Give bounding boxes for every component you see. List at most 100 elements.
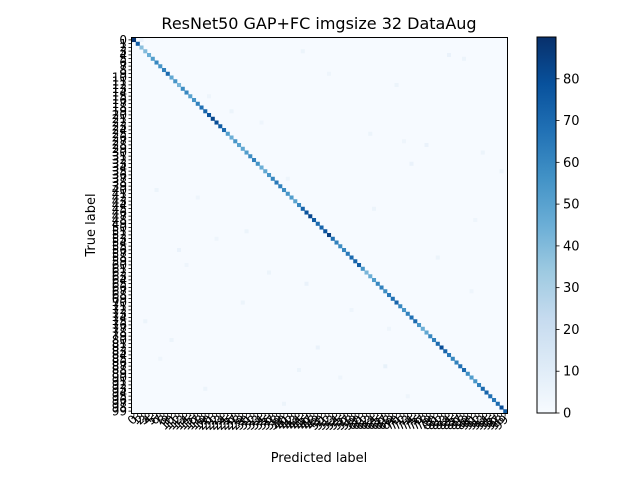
matrix-cell-diagonal [180,86,185,91]
y-tick-label: 79 [112,329,127,343]
matrix-cell-off-diagonal [143,319,148,324]
matrix-cell-diagonal [237,143,242,148]
matrix-cell-off-diagonal [387,326,392,331]
y-tick-label: 57 [112,247,127,261]
y-tick-label: 2 [119,41,127,55]
matrix-cell-diagonal [315,221,320,226]
y-tick-label: 5 [119,52,127,66]
matrix-cell-diagonal [252,158,257,163]
y-tick-label: 12 [112,78,127,92]
matrix-cell-off-diagonal [327,71,332,76]
y-tick-label: 88 [112,363,127,377]
matrix-cell-off-diagonal [424,143,429,148]
matrix-cell-off-diagonal [462,56,467,61]
y-tick-label: 25 [112,127,127,141]
matrix-cell-off-diagonal [195,195,200,200]
y-tick-label: 29 [112,142,127,156]
matrix-cell-diagonal [443,349,448,354]
y-tick-label: 93 [112,382,127,396]
matrix-cell-diagonal [420,326,425,331]
y-tick-label: 10 [112,71,127,85]
y-tick-label: 83 [112,344,127,358]
y-tick-label: 38 [112,176,127,190]
y-tick-label: 64 [112,273,127,287]
matrix-cell-diagonal [413,319,418,324]
matrix-cell-off-diagonal [409,161,414,166]
y-tick-label: 21 [112,112,127,126]
matrix-cell-diagonal [368,274,373,279]
matrix-cell-diagonal [143,49,148,54]
matrix-cell-diagonal [165,71,170,76]
matrix-cell-diagonal [503,409,508,414]
matrix-cell-diagonal [364,270,369,275]
y-tick-label: 3 [119,44,127,58]
matrix-cell-diagonal [248,154,253,159]
matrix-cell-off-diagonal [282,401,287,406]
matrix-cell-diagonal [390,296,395,301]
matrix-cell-diagonal [349,255,354,260]
y-tick-label: 22 [112,116,127,130]
matrix-cell-off-diagonal [300,49,305,54]
matrix-cell-diagonal [259,165,264,170]
y-tick-label: 95 [112,389,127,403]
matrix-cell-diagonal [338,244,343,249]
y-tick-label: 91 [112,374,127,388]
y-tick-label: 63 [112,269,127,283]
y-tick-label: 37 [112,172,127,186]
colorbar-tick-label: 50 [563,198,580,213]
y-tick-label: 44 [112,198,127,212]
matrix-cell-diagonal [267,173,272,178]
y-tick-label: 41 [112,187,127,201]
matrix-cell-off-diagonal [177,248,182,253]
matrix-cell-diagonal [263,169,268,174]
matrix-cell-diagonal [150,56,155,61]
y-tick-label: 99 [112,404,127,418]
y-tick-label: 94 [112,386,127,400]
matrix-cell-diagonal [342,248,347,253]
y-tick-label: 80 [112,333,127,347]
y-tick-label: 27 [112,134,127,148]
matrix-cell-off-diagonal [259,120,264,125]
matrix-cell-diagonal [409,315,414,320]
y-tick-label: 30 [112,146,127,160]
y-tick-label: 11 [112,74,127,88]
colorbar-tick-label: 30 [563,281,580,296]
matrix-cell-diagonal [300,206,305,211]
matrix-cell-diagonal [214,120,219,125]
y-tick-label: 1 [119,37,127,51]
matrix-cell-off-diagonal [184,263,189,268]
y-axis-label: True label [84,193,99,257]
x-ticks: 0123456789101112131415161718192021222324… [125,412,512,433]
matrix-cell-diagonal [240,146,245,151]
y-tick-label: 81 [112,337,127,351]
y-tick-label: 66 [112,281,127,295]
matrix-cell-off-diagonal [229,109,234,114]
matrix-cell-off-diagonal [383,364,388,369]
matrix-cell-diagonal [278,184,283,189]
y-tick-label: 75 [112,314,127,328]
matrix-cell-diagonal [233,139,238,144]
matrix-cell-diagonal [135,41,140,46]
matrix-cell-off-diagonal [207,94,212,99]
y-tick-label: 53 [112,232,127,246]
matrix-cell-diagonal [192,98,197,103]
matrix-cell-off-diagonal [447,53,452,58]
matrix-cell-diagonal [417,323,422,328]
y-tick-label: 18 [112,101,127,115]
matrix-cell-diagonal [402,308,407,313]
matrix-cell-off-diagonal [315,345,320,350]
y-tick-label: 78 [112,326,127,340]
y-tick-label: 59 [112,254,127,268]
y-tick-label: 62 [112,266,127,280]
matrix-cell-off-diagonal [394,83,399,88]
matrix-cell-diagonal [492,398,497,403]
matrix-cell-diagonal [319,225,324,230]
y-tick-label: 33 [112,157,127,171]
y-tick-label: 19 [112,104,127,118]
matrix-cell-diagonal [147,53,152,58]
y-tick-label: 36 [112,168,127,182]
matrix-cell-diagonal [255,161,260,166]
y-tick-label: 67 [112,284,127,298]
matrix-cell-diagonal [469,375,474,380]
